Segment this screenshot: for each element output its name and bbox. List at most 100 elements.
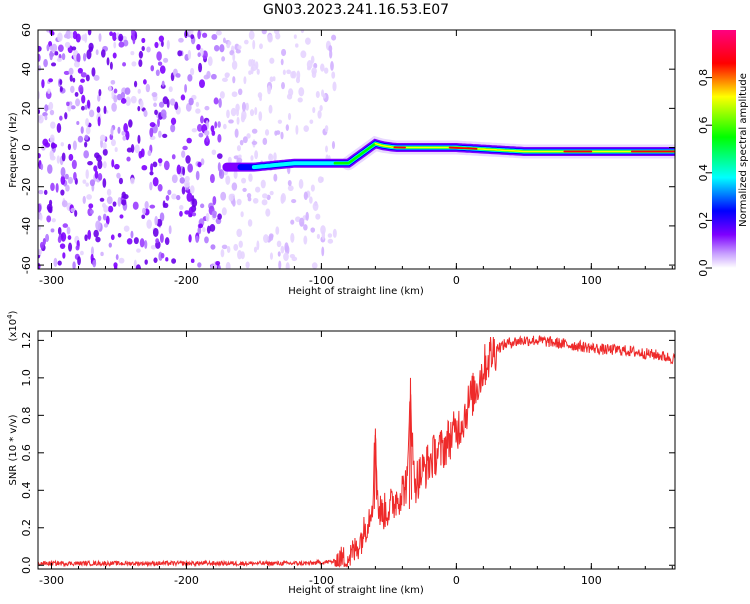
noise-speck [153,177,159,186]
noise-speck [57,32,63,41]
noise-speck [91,254,94,262]
noise-speck [71,46,76,50]
noise-speck [72,78,75,83]
noise-speck [162,134,167,138]
noise-speck [325,145,328,152]
noise-speck [90,179,95,186]
noise-speck [176,195,180,200]
noise-speck [98,215,102,221]
noise-speck [177,50,182,56]
noise-speck [229,194,234,201]
noise-speck [128,119,133,127]
noise-speck [87,161,93,165]
noise-speck [158,158,163,163]
noise-speck [211,34,217,40]
noise-speck [131,96,137,104]
noise-speck [242,188,246,192]
noise-speck [197,262,201,267]
noise-speck [131,61,136,66]
noise-speck [292,71,296,79]
noise-speck [283,70,286,75]
noise-speck [263,138,268,145]
noise-speck [299,179,304,189]
noise-speck [296,77,300,84]
noise-speck [195,108,200,113]
noise-speck [165,237,170,245]
colorbar: 0.00.20.40.60.8 Normalized spectral ampl… [697,30,749,277]
noise-speck [146,219,152,229]
noise-speck [265,209,270,217]
noise-speck [214,45,219,52]
noise-speck [118,197,121,207]
noise-speck [232,76,235,83]
snr-scale-label: (x104) [6,310,19,341]
noise-speck [228,41,232,45]
noise-speck [199,224,204,229]
noise-speck [159,102,164,108]
noise-speck [87,230,91,240]
noise-speck [144,259,147,264]
noise-speck [161,253,165,259]
noise-speck [318,176,323,183]
top-xtick-label: -200 [174,274,199,287]
noise-speck [84,135,88,141]
noise-speck [199,133,204,138]
noise-speck [65,174,69,180]
noise-speck [62,200,68,207]
noise-speck [84,234,87,241]
noise-speck [98,89,101,96]
noise-speck [274,130,277,135]
noise-speck [179,205,184,210]
noise-speck [223,38,226,44]
noise-speck [181,150,185,158]
noise-speck [76,121,79,125]
noise-speck [85,182,88,186]
noise-speck [54,51,58,55]
noise-speck [38,65,41,71]
noise-speck [85,105,88,110]
noise-speck [312,107,315,113]
noise-speck [254,107,257,115]
noise-speck [307,60,313,69]
noise-speck [251,64,257,71]
noise-speck [50,183,55,191]
noise-speck [197,162,201,168]
noise-speck [63,223,69,228]
noise-speck [121,131,125,136]
noise-speck [242,102,246,112]
noise-speck [115,147,118,152]
bot-ytick-label: 0.4 [20,482,33,500]
noise-speck [100,252,103,256]
noise-speck [178,38,184,43]
noise-speck [188,98,193,106]
noise-speck [309,196,313,203]
noise-speck [41,79,44,88]
noise-speck [290,233,294,243]
noise-speck [95,220,101,230]
noise-speck [75,98,80,106]
noise-speck [254,150,258,159]
noise-speck [218,162,221,171]
noise-speck [130,178,134,185]
noise-speck [60,86,63,92]
bot-ytick-label: 0.2 [20,519,33,537]
noise-speck [171,193,177,199]
noise-speck [47,164,52,174]
noise-speck [269,153,272,159]
noise-speck [184,180,190,187]
noise-speck [240,251,244,259]
noise-speck [133,202,139,210]
noise-speck [38,115,44,124]
top-xtick-label: 0 [453,274,460,287]
noise-speck [190,185,195,193]
noise-speck [252,141,258,145]
noise-speck [204,130,209,136]
noise-speck [232,182,238,190]
noise-speck [225,72,230,77]
noise-speck [233,244,238,251]
noise-speck [245,261,249,268]
noise-speck [316,91,320,98]
colorbar-tick-label: 0.2 [697,212,710,230]
noise-speck [261,180,266,189]
